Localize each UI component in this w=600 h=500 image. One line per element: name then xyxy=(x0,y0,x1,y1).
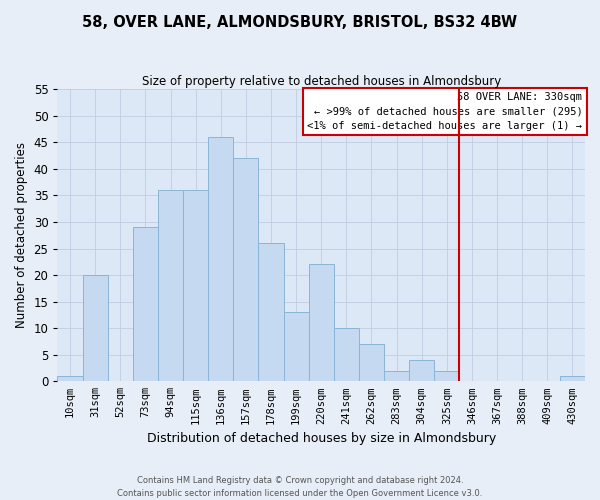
Bar xyxy=(409,360,434,382)
Text: 58 OVER LANE: 330sqm
← >99% of detached houses are smaller (295)
<1% of semi-det: 58 OVER LANE: 330sqm ← >99% of detached … xyxy=(307,92,583,131)
Bar xyxy=(560,376,585,382)
Bar xyxy=(284,312,308,382)
Text: Contains HM Land Registry data © Crown copyright and database right 2024.
Contai: Contains HM Land Registry data © Crown c… xyxy=(118,476,482,498)
Bar xyxy=(83,275,108,382)
Bar xyxy=(133,228,158,382)
Bar xyxy=(158,190,183,382)
Bar xyxy=(58,376,83,382)
Bar xyxy=(183,190,208,382)
X-axis label: Distribution of detached houses by size in Almondsbury: Distribution of detached houses by size … xyxy=(146,432,496,445)
Bar xyxy=(359,344,384,382)
Title: Size of property relative to detached houses in Almondsbury: Size of property relative to detached ho… xyxy=(142,75,501,88)
Text: 58, OVER LANE, ALMONDSBURY, BRISTOL, BS32 4BW: 58, OVER LANE, ALMONDSBURY, BRISTOL, BS3… xyxy=(82,15,518,30)
Bar xyxy=(384,370,409,382)
Bar xyxy=(334,328,359,382)
Bar xyxy=(434,370,460,382)
Y-axis label: Number of detached properties: Number of detached properties xyxy=(15,142,28,328)
Bar xyxy=(233,158,259,382)
Bar xyxy=(208,137,233,382)
Bar xyxy=(259,243,284,382)
Bar xyxy=(308,264,334,382)
